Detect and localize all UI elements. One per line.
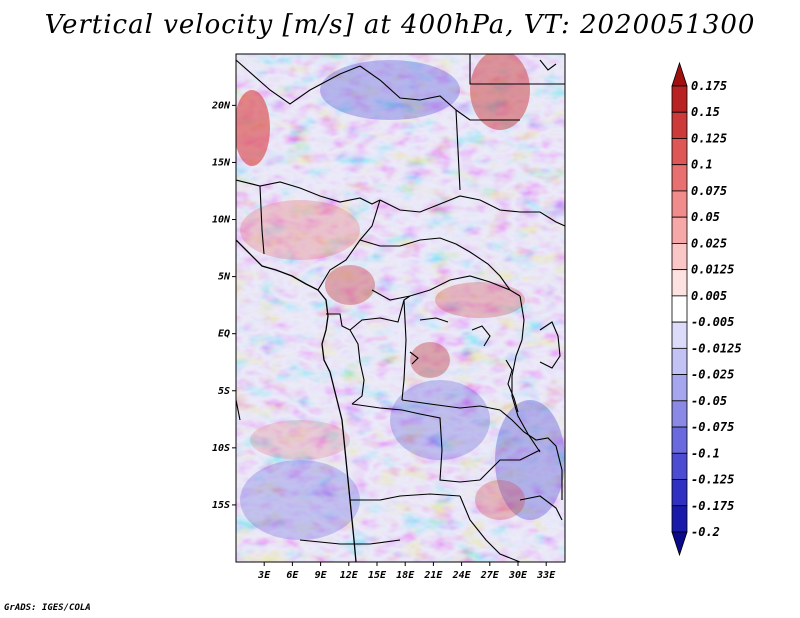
map-frame: [235, 53, 566, 563]
colorbar-swatch: [671, 269, 688, 297]
colorbar-label: -0.175: [691, 499, 734, 513]
credit-label: GrADS: IGES/COLA: [4, 603, 91, 613]
colorbar-swatch: [671, 479, 688, 507]
colorbar-label: 0.175: [691, 79, 727, 93]
lon-tick-label: 27E: [480, 570, 500, 581]
colorbar-swatch: [671, 85, 688, 113]
colorbar-swatch: [671, 164, 688, 192]
lon-tick-label: 24E: [452, 570, 472, 581]
lon-tick-label: 12E: [340, 570, 359, 581]
lat-tick-label: 5N: [218, 272, 231, 283]
colorbar-swatch: [671, 374, 688, 402]
colorbar-label: -0.005: [691, 315, 734, 329]
colorbar-label: -0.2: [691, 525, 720, 539]
colorbar-swatch: [671, 452, 688, 480]
lat-tick-label: 15N: [212, 157, 231, 168]
colorbar-swatch: [671, 426, 688, 454]
lat-tick-label: 20N: [211, 100, 231, 111]
colorbar-label: -0.05: [691, 394, 727, 408]
chart-title: Vertical velocity [m/s] at 400hPa, VT: 2…: [44, 10, 756, 40]
colorbar-swatch: [671, 243, 688, 271]
lat-tick-label: 5S: [218, 386, 230, 397]
colorbar-label: 0.005: [691, 289, 727, 303]
colorbar-swatch: [671, 347, 688, 375]
colorbar-label: 0.1: [691, 158, 713, 172]
lon-tick-label: 33E: [536, 570, 556, 581]
colorbar-label: -0.075: [691, 420, 734, 434]
lat-tick-label: 10S: [212, 443, 230, 454]
colorbar-label: 0.0125: [691, 263, 734, 277]
lon-tick-label: 18E: [396, 570, 415, 581]
lon-tick-label: 3E: [257, 570, 271, 581]
lat-tick-label: EQ: [218, 329, 230, 340]
colorbar-label: -0.125: [691, 473, 734, 487]
colorbar-swatch: [671, 61, 688, 87]
lon-tick-label: 30E: [508, 570, 528, 581]
colorbar-label: 0.125: [691, 131, 727, 145]
colorbar: 0.175 0.15 0.125 0.1 0.075 0.05 0.025 0.0125 0.0…: [671, 61, 742, 557]
colorbar-label: -0.1: [691, 446, 720, 460]
coastlines-borders: [236, 54, 565, 562]
lon-tick-label: 21E: [423, 570, 443, 581]
lat-tick-label: 15S: [212, 500, 230, 511]
map-axes: 20N 15N 10N 5N EQ 5S 10S 15S 3E 6E 9E 12E 15E 18E 21E 2…: [211, 100, 556, 581]
lat-tick-label: 10N: [212, 215, 231, 226]
colorbar-swatch: [671, 295, 688, 323]
colorbar-label: -0.025: [691, 368, 734, 382]
colorbar-swatch: [671, 505, 688, 533]
colorbar-label: 0.15: [691, 105, 720, 119]
velocity-field: [236, 54, 565, 562]
colorbar-label: 0.025: [691, 236, 727, 250]
colorbar-swatch: [671, 190, 688, 218]
lon-tick-label: 9E: [315, 570, 328, 581]
colorbar-swatch: [671, 531, 688, 557]
colorbar-label: 0.05: [691, 210, 720, 224]
colorbar-swatch: [671, 216, 688, 244]
colorbar-swatch: [671, 138, 688, 166]
colorbar-swatch: [671, 400, 688, 428]
lon-tick-label: 6E: [286, 570, 299, 581]
colorbar-label: -0.0125: [691, 341, 742, 355]
colorbar-swatch: [671, 321, 688, 349]
colorbar-swatch: [671, 111, 688, 139]
lon-tick-label: 15E: [368, 570, 387, 581]
colorbar-label: 0.075: [691, 184, 727, 198]
